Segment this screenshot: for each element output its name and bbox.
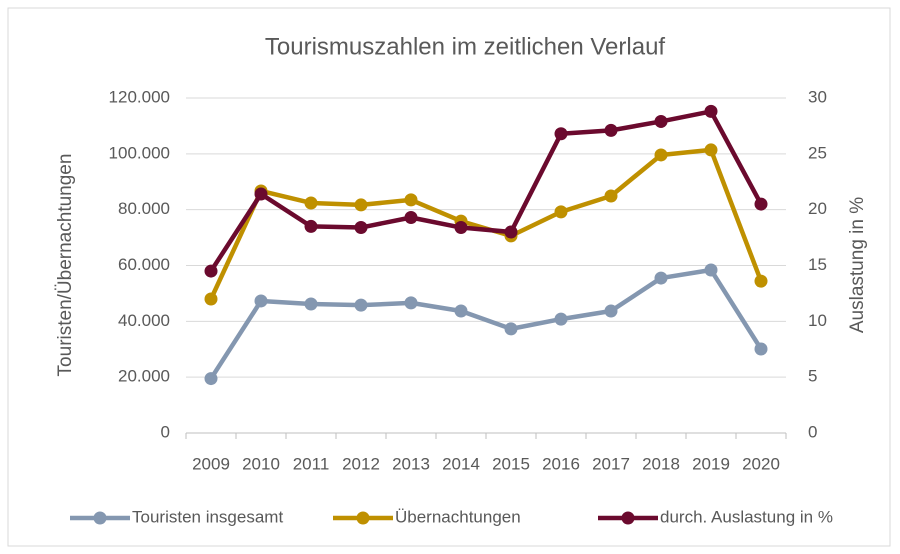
data-point — [404, 296, 418, 310]
data-point — [704, 143, 718, 157]
x-tick-label: 2016 — [542, 454, 580, 473]
y-tick-label: 20.000 — [118, 367, 170, 386]
data-point — [704, 263, 718, 277]
y-tick-label: 80.000 — [118, 199, 170, 218]
x-tick-label: 2011 — [293, 454, 330, 473]
y2-tick-label: 25 — [808, 143, 827, 162]
y2-tick-label: 15 — [808, 255, 827, 274]
data-point — [554, 312, 568, 326]
data-point — [554, 127, 568, 141]
y-axis-title: Touristen/Übernachtungen — [55, 154, 76, 377]
y2-tick-label: 20 — [808, 199, 827, 218]
data-point — [654, 114, 668, 128]
x-tick-label: 2019 — [692, 454, 730, 473]
y-tick-label: 60.000 — [118, 255, 170, 274]
data-point — [454, 221, 468, 235]
data-point — [504, 225, 518, 239]
data-point — [604, 123, 618, 137]
series-line — [209, 109, 763, 273]
y2-tick-label: 30 — [808, 87, 827, 106]
y-tick-label: 120.000 — [109, 87, 170, 106]
legend-marker — [621, 511, 635, 525]
data-point — [304, 196, 318, 210]
y2-tick-label: 10 — [808, 311, 827, 330]
data-point — [354, 298, 368, 312]
data-point — [304, 297, 318, 311]
data-point — [254, 187, 268, 201]
chart-title: Tourismuszahlen im zeitlichen Verlauf — [265, 33, 666, 60]
data-point — [404, 193, 418, 207]
data-point — [254, 294, 268, 308]
x-tick-label: 2012 — [342, 454, 380, 473]
data-point — [704, 104, 718, 118]
legend-label: Übernachtungen — [395, 507, 521, 526]
y-tick-label: 100.000 — [109, 143, 170, 162]
data-point — [404, 210, 418, 224]
x-tick-label: 2017 — [592, 454, 630, 473]
x-tick-label: 2014 — [442, 454, 480, 473]
y2-tick-label: 5 — [808, 367, 817, 386]
y2-axis-title: Auslastung in % — [847, 197, 868, 333]
data-point — [654, 148, 668, 162]
data-point — [654, 271, 668, 285]
x-tick-label: 2020 — [742, 454, 780, 473]
y-tick-label: 0 — [161, 422, 170, 441]
data-point — [354, 198, 368, 212]
data-point — [754, 197, 768, 211]
data-point — [604, 304, 618, 318]
data-point — [204, 292, 218, 306]
legend-marker — [356, 511, 370, 525]
data-point — [754, 274, 768, 288]
data-point — [204, 264, 218, 278]
data-point — [604, 189, 618, 203]
data-point — [304, 219, 318, 233]
x-tick-label: 2009 — [192, 454, 230, 473]
data-point — [204, 372, 218, 386]
legend-marker — [93, 511, 107, 525]
data-point — [754, 342, 768, 356]
data-point — [504, 322, 518, 336]
legend-label: durch. Auslastung in % — [660, 507, 833, 526]
legend-label: Touristen insgesamt — [132, 507, 283, 526]
data-point — [354, 221, 368, 235]
y2-tick-label: 0 — [808, 422, 817, 441]
data-point — [454, 304, 468, 318]
x-tick-label: 2015 — [492, 454, 530, 473]
y-tick-label: 40.000 — [118, 311, 170, 330]
x-tick-label: 2010 — [242, 454, 280, 473]
x-tick-label: 2013 — [392, 454, 430, 473]
data-point — [554, 205, 568, 219]
x-tick-label: 2018 — [642, 454, 680, 473]
series-line — [209, 267, 763, 380]
